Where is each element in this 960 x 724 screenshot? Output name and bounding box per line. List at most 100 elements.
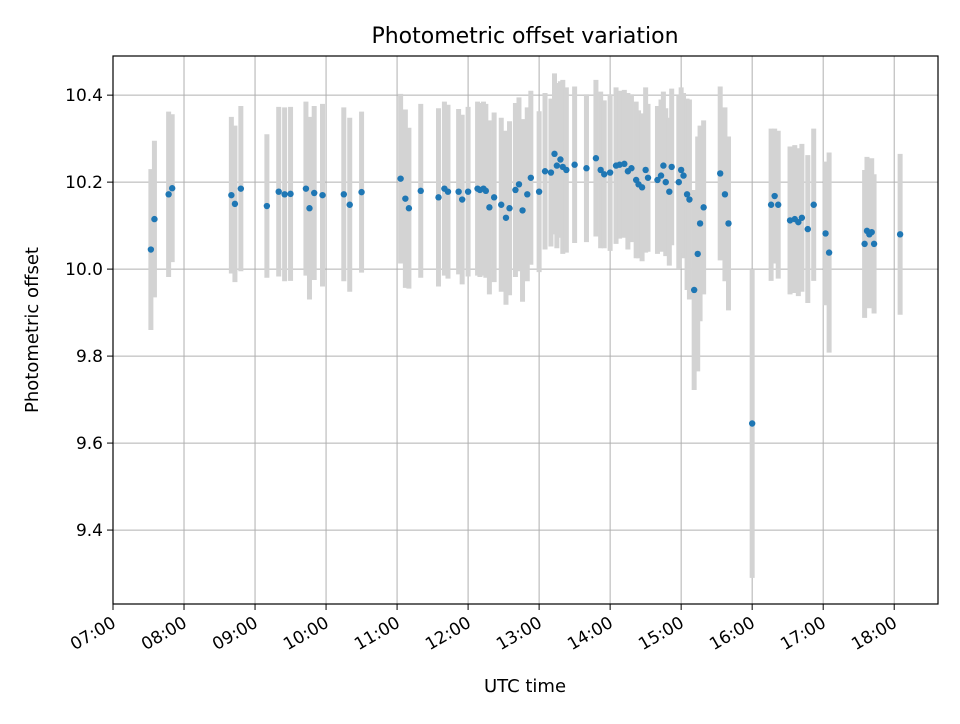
data-point <box>455 188 462 195</box>
data-point <box>571 161 578 168</box>
data-point <box>680 172 687 179</box>
data-point <box>668 163 675 171</box>
data-point <box>486 204 493 211</box>
data-point <box>657 172 665 179</box>
chart-title: Photometric offset variation <box>371 24 678 49</box>
data-point <box>810 201 817 208</box>
data-point <box>458 196 466 203</box>
data-point <box>861 240 868 248</box>
data-point <box>771 192 778 200</box>
data-point <box>616 161 623 168</box>
y-axis-label: Photometric offset <box>22 247 43 413</box>
data-point <box>700 204 707 211</box>
data-point <box>340 191 348 198</box>
data-point <box>402 195 409 202</box>
data-points <box>147 150 904 427</box>
data-point <box>767 201 775 208</box>
y-tick-label: 9.6 <box>76 434 103 454</box>
y-tick-label: 10.2 <box>65 173 103 193</box>
data-point <box>553 162 561 169</box>
data-point <box>498 201 505 208</box>
data-point <box>502 214 510 221</box>
data-point <box>231 200 239 208</box>
data-point <box>690 286 698 294</box>
data-point <box>868 228 875 236</box>
data-point <box>346 201 353 208</box>
data-point <box>302 185 310 192</box>
data-point <box>151 215 158 223</box>
data-point <box>306 205 313 212</box>
data-point <box>675 178 682 186</box>
data-point <box>405 205 413 212</box>
data-point <box>597 166 604 174</box>
data-point <box>683 191 691 198</box>
data-point <box>275 188 282 195</box>
data-point <box>551 150 558 158</box>
data-point <box>464 188 472 195</box>
data-point <box>870 240 878 248</box>
data-point <box>795 218 802 226</box>
data-point <box>775 201 782 208</box>
data-point <box>694 250 701 258</box>
data-point <box>557 156 564 163</box>
data-point <box>696 220 704 227</box>
data-point <box>592 155 600 162</box>
data-point <box>319 191 326 199</box>
data-point <box>717 170 724 177</box>
data-point <box>662 178 669 186</box>
data-point <box>311 189 318 197</box>
data-point <box>601 171 608 178</box>
data-point <box>281 191 288 198</box>
data-point <box>512 186 519 194</box>
data-point <box>896 231 904 238</box>
data-point <box>482 187 490 195</box>
data-point <box>228 191 235 199</box>
data-point <box>519 207 526 214</box>
x-axis-label: UTC time <box>484 676 566 697</box>
data-point <box>660 162 667 169</box>
data-point <box>825 249 833 256</box>
data-point <box>638 184 646 191</box>
data-point <box>654 176 661 184</box>
data-point <box>644 174 652 181</box>
data-point <box>563 166 570 174</box>
data-point <box>417 187 424 195</box>
data-point <box>287 190 294 198</box>
data-point <box>435 194 442 201</box>
y-tick-label: 10.0 <box>65 260 103 280</box>
data-point <box>628 165 635 172</box>
data-point <box>804 225 811 233</box>
data-point <box>515 181 523 188</box>
y-tick-label: 10.4 <box>65 86 103 106</box>
data-point <box>490 194 498 201</box>
data-point <box>686 196 693 203</box>
data-point <box>168 185 176 192</box>
data-point <box>506 205 513 212</box>
data-point <box>798 214 806 221</box>
data-point <box>541 168 549 175</box>
data-point <box>358 188 365 196</box>
data-point <box>527 174 535 181</box>
data-point <box>524 191 531 198</box>
data-point <box>666 188 673 195</box>
data-point <box>822 230 829 237</box>
data-point <box>583 165 590 172</box>
data-point <box>721 191 729 198</box>
data-point <box>621 160 628 168</box>
data-point <box>677 166 685 174</box>
data-point <box>444 188 452 195</box>
data-point <box>263 202 271 210</box>
data-point <box>237 185 245 192</box>
data-point <box>748 420 756 427</box>
data-point <box>547 169 555 176</box>
data-point <box>606 169 614 176</box>
data-point <box>397 175 404 182</box>
data-point <box>535 188 543 195</box>
y-axis-ticks: 9.4 9.6 9.8 10.0 10.2 10.4 <box>65 86 113 541</box>
data-point <box>165 191 172 198</box>
data-point <box>147 246 155 253</box>
data-point <box>642 166 649 174</box>
y-tick-label: 9.8 <box>76 347 103 367</box>
y-tick-label: 9.4 <box>76 521 103 541</box>
